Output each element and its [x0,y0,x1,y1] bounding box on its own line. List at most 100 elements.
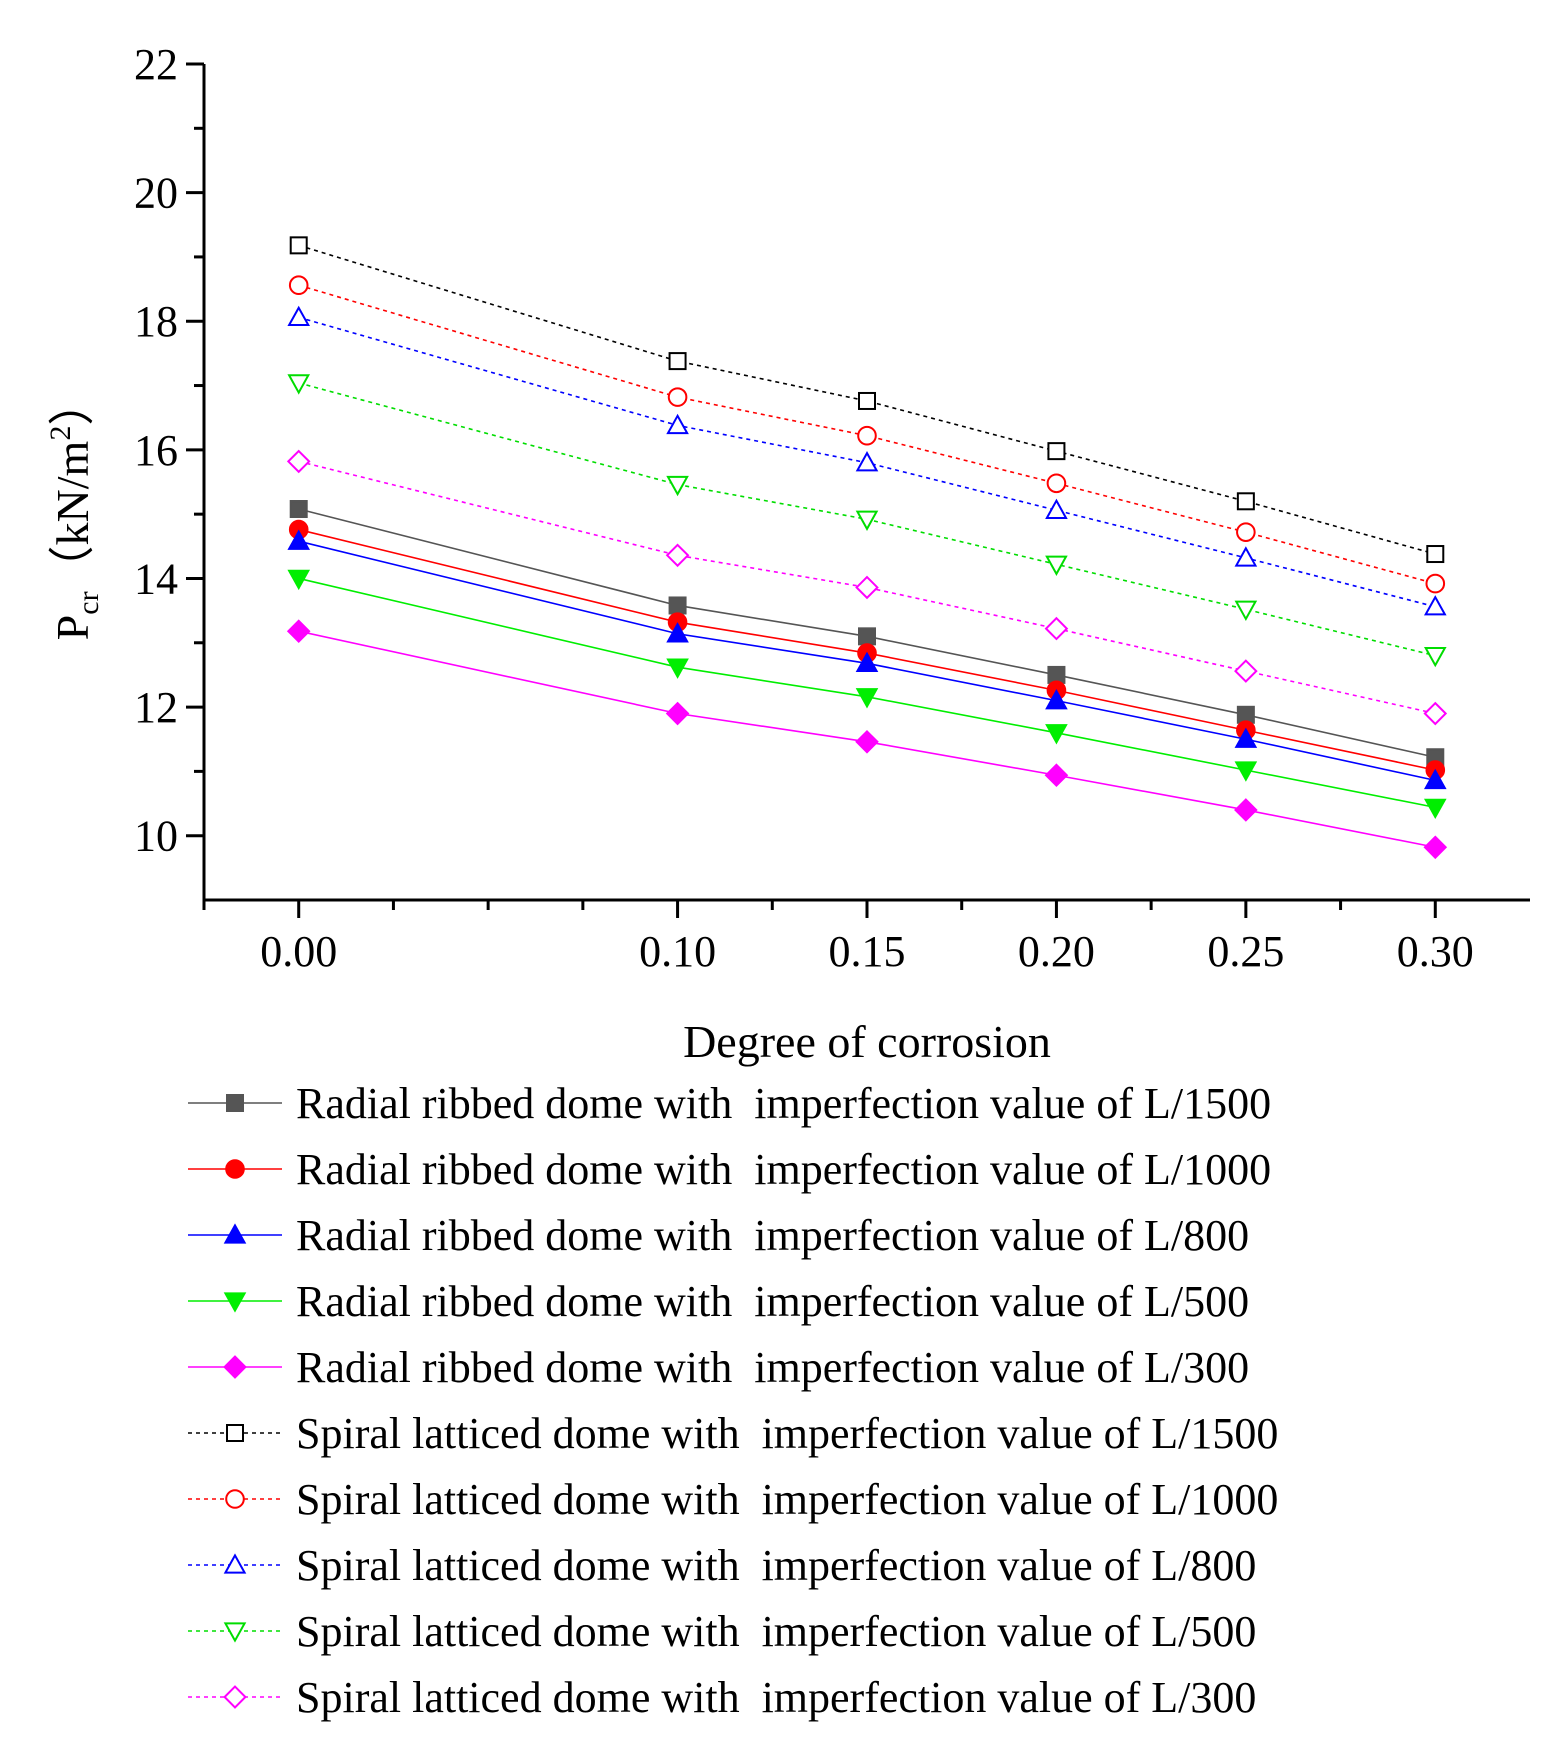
data-point [1423,595,1447,616]
data-point [857,425,877,446]
data-point [1045,498,1068,519]
y-axis-title-unit-close: ） [47,380,98,426]
legend: Radial ribbed dome with imperfection val… [188,1079,1278,1722]
data-point [286,449,311,474]
data-point [666,622,689,643]
data-point [287,529,311,550]
data-point [666,475,689,497]
data-point [288,275,309,296]
data-point [287,374,311,395]
legend-swatch-marker [225,1489,245,1509]
series-10 [286,449,1448,726]
data-point [1234,798,1258,822]
y-tick-label: 18 [134,297,178,346]
data-point [1045,688,1068,710]
legend-label: Spiral latticed dome with imperfection v… [296,1541,1256,1590]
legend-item: Spiral latticed dome with imperfection v… [188,1409,1278,1458]
data-point [1425,573,1446,594]
legend-label: Radial ribbed dome with imperfection val… [296,1079,1271,1128]
legend-label: Radial ribbed dome with imperfection val… [296,1343,1249,1392]
data-point [1044,763,1069,788]
data-point [1234,727,1258,748]
data-point [855,688,879,709]
data-point [1423,768,1447,790]
legend-swatch-marker [225,1159,245,1179]
data-point [855,510,879,531]
x-tick-label: 0.30 [1397,927,1474,976]
legend-swatch-marker [223,1292,247,1313]
series-layer [286,236,1448,860]
data-point [665,543,690,568]
y-axis-title-sub: cr [72,591,105,614]
legend-label: Spiral latticed dome with imperfection v… [296,1409,1278,1458]
legend-label: Spiral latticed dome with imperfection v… [296,1475,1278,1524]
data-point [1234,600,1258,621]
series-line [298,316,1436,608]
data-point [1423,835,1448,860]
data-point [1236,492,1255,511]
data-point [668,352,687,371]
data-point [665,701,690,726]
data-point [1234,659,1258,683]
y-axis-title: Pcr（kN/m2） [44,380,105,641]
legend-swatch-marker [223,1622,247,1643]
y-axis-title-unit-sup: 2 [44,426,77,441]
series-4 [287,569,1447,820]
y-tick-label: 20 [134,169,178,218]
data-point [1047,665,1066,684]
legend-item: Spiral latticed dome with imperfection v… [188,1541,1256,1590]
y-tick-label: 16 [134,426,178,475]
series-line [298,528,1436,771]
legend-swatch-marker [226,1424,244,1442]
series-line [298,540,1436,782]
series-line [298,244,1436,555]
data-point [1234,761,1258,782]
data-point [858,391,876,410]
data-point [1236,705,1255,724]
series-line [298,382,1436,657]
data-point [1046,473,1067,494]
data-point [855,575,879,600]
series-8 [287,305,1447,616]
x-axis-ticks: 0.00 0.10 0.15 0.20 0.25 0.30 [202,900,1474,976]
data-point [1423,701,1448,726]
data-point [855,651,879,673]
series-7 [288,275,1446,594]
legend-swatch-marker [223,1553,247,1574]
y-tick-label: 14 [134,554,178,603]
x-tick-label: 0.25 [1207,927,1284,976]
legend-label: Spiral latticed dome with imperfection v… [296,1607,1256,1656]
data-point [1236,522,1256,542]
legend-item: Radial ribbed dome with imperfection val… [188,1079,1271,1128]
y-axis-title-unit-open: （kN/m [47,440,98,591]
series-6 [289,236,1445,564]
data-point [858,627,876,646]
data-point [666,413,689,435]
data-point [287,569,311,591]
series-1 [289,500,1445,767]
legend-item: Radial ribbed dome with imperfection val… [188,1145,1271,1194]
data-point [1234,546,1258,567]
y-axis-ticks: 10 12 14 16 18 20 22 [134,40,204,861]
y-tick-label: 12 [134,683,178,732]
data-point [667,387,688,407]
data-point [1045,555,1068,576]
data-point [1045,724,1068,745]
legend-item: Radial ribbed dome with imperfection val… [188,1343,1249,1392]
series-line [298,508,1436,759]
data-point [286,619,311,644]
series-line [298,577,1436,809]
series-line [298,460,1436,715]
legend-swatch-marker [226,1094,244,1112]
legend-label: Radial ribbed dome with imperfection val… [296,1277,1249,1326]
data-point [1047,442,1066,461]
data-point [855,451,879,472]
legend-label: Radial ribbed dome with imperfection val… [296,1211,1249,1260]
axes [202,64,1530,902]
x-tick-label: 0.10 [639,927,716,976]
data-point [1423,798,1447,820]
legend-item: Spiral latticed dome with imperfection v… [188,1475,1278,1524]
legend-swatch-marker [223,1355,247,1379]
data-point [289,500,308,519]
